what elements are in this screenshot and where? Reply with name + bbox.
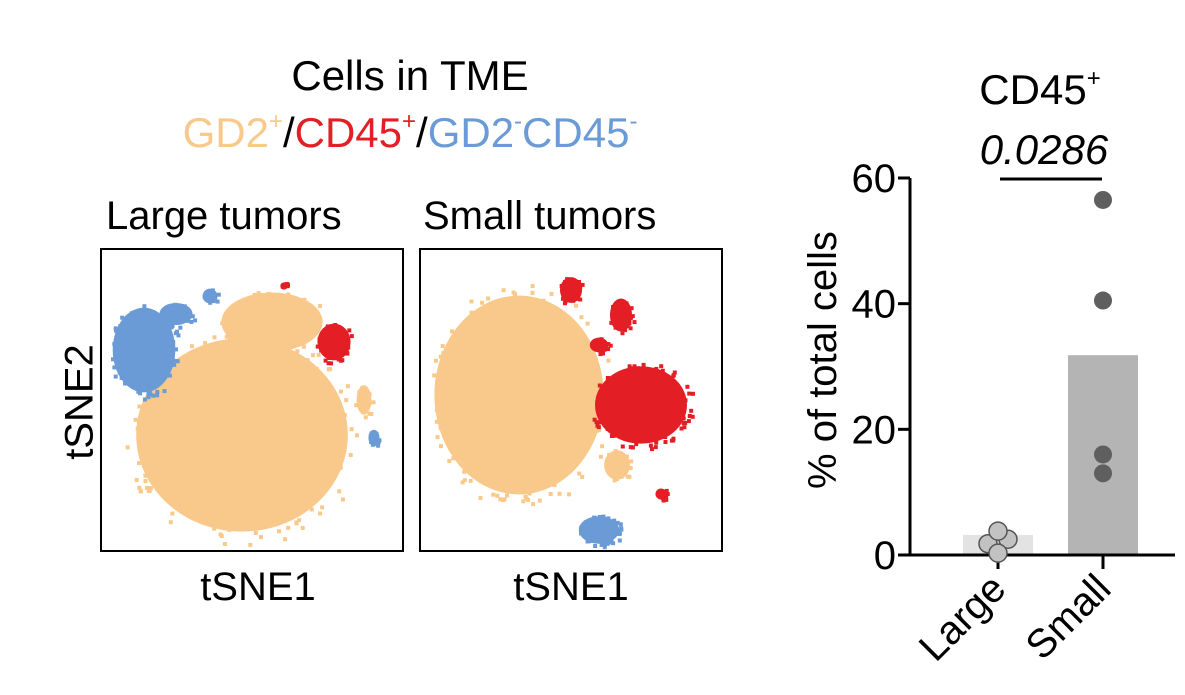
cluster-cd45-pos (655, 488, 670, 503)
data-point-large (988, 543, 1008, 563)
x-tick-label-large: Large (911, 566, 1014, 669)
x-tick-label-small: Small (1018, 566, 1120, 668)
legend-gd2-pos: GD2+ (182, 108, 283, 156)
cluster-gd2-pos (220, 291, 325, 357)
tsne-scatter (432, 277, 695, 550)
cell-type-legend: GD2+/CD45+/GD2-CD45- (183, 108, 638, 157)
panel-title-small: Small tumors (423, 194, 657, 238)
cluster-cd45-pos (609, 298, 637, 336)
data-point-small (1094, 190, 1112, 209)
tsne-plot-large (100, 248, 404, 552)
cluster-gd2-pos (432, 284, 619, 507)
cluster-double-neg (368, 429, 382, 448)
cluster-cd45-pos (280, 282, 290, 290)
data-point-small (1094, 445, 1112, 464)
cluster-gd2-pos (356, 385, 376, 420)
y-axis-label: % of total cells (801, 231, 845, 489)
cluster-double-neg (159, 302, 198, 330)
legend-separator: / (416, 109, 428, 156)
tsne-xlabel-large: tSNE1 (200, 565, 316, 609)
legend-cd45-neg: CD45- (522, 108, 638, 156)
cluster-cd45-pos (559, 277, 585, 306)
y-tick-label: 40 (852, 283, 897, 327)
y-tick-label: 60 (852, 157, 897, 201)
cluster-gd2-pos (604, 449, 634, 483)
cluster-double-neg (111, 304, 181, 402)
data-point-large (988, 521, 1008, 541)
legend-cd45-pos: CD45+ (294, 108, 417, 156)
bar-chart-title: CD45+ (979, 65, 1100, 113)
figure-title: Cells in TME (291, 52, 529, 99)
data-point-small (1094, 291, 1112, 310)
legend-gd2-neg: GD2- (427, 108, 523, 156)
cluster-double-neg (578, 514, 624, 550)
cluster-cd45-pos (589, 337, 613, 357)
p-value-label: 0.0286 (980, 126, 1109, 173)
data-point-small (1094, 464, 1112, 483)
legend-separator: / (282, 109, 295, 156)
tsne-plot-small (419, 248, 723, 552)
cluster-cd45-pos (592, 362, 695, 452)
tsne-xlabel-small: tSNE1 (513, 565, 629, 609)
panel-title-large: Large tumors (106, 194, 342, 238)
cluster-double-neg (202, 288, 221, 305)
y-tick-label: 0 (874, 534, 896, 578)
cluster-cd45-pos (315, 323, 354, 366)
tsne-scatter (111, 282, 382, 547)
y-tick-label: 20 (852, 408, 897, 452)
